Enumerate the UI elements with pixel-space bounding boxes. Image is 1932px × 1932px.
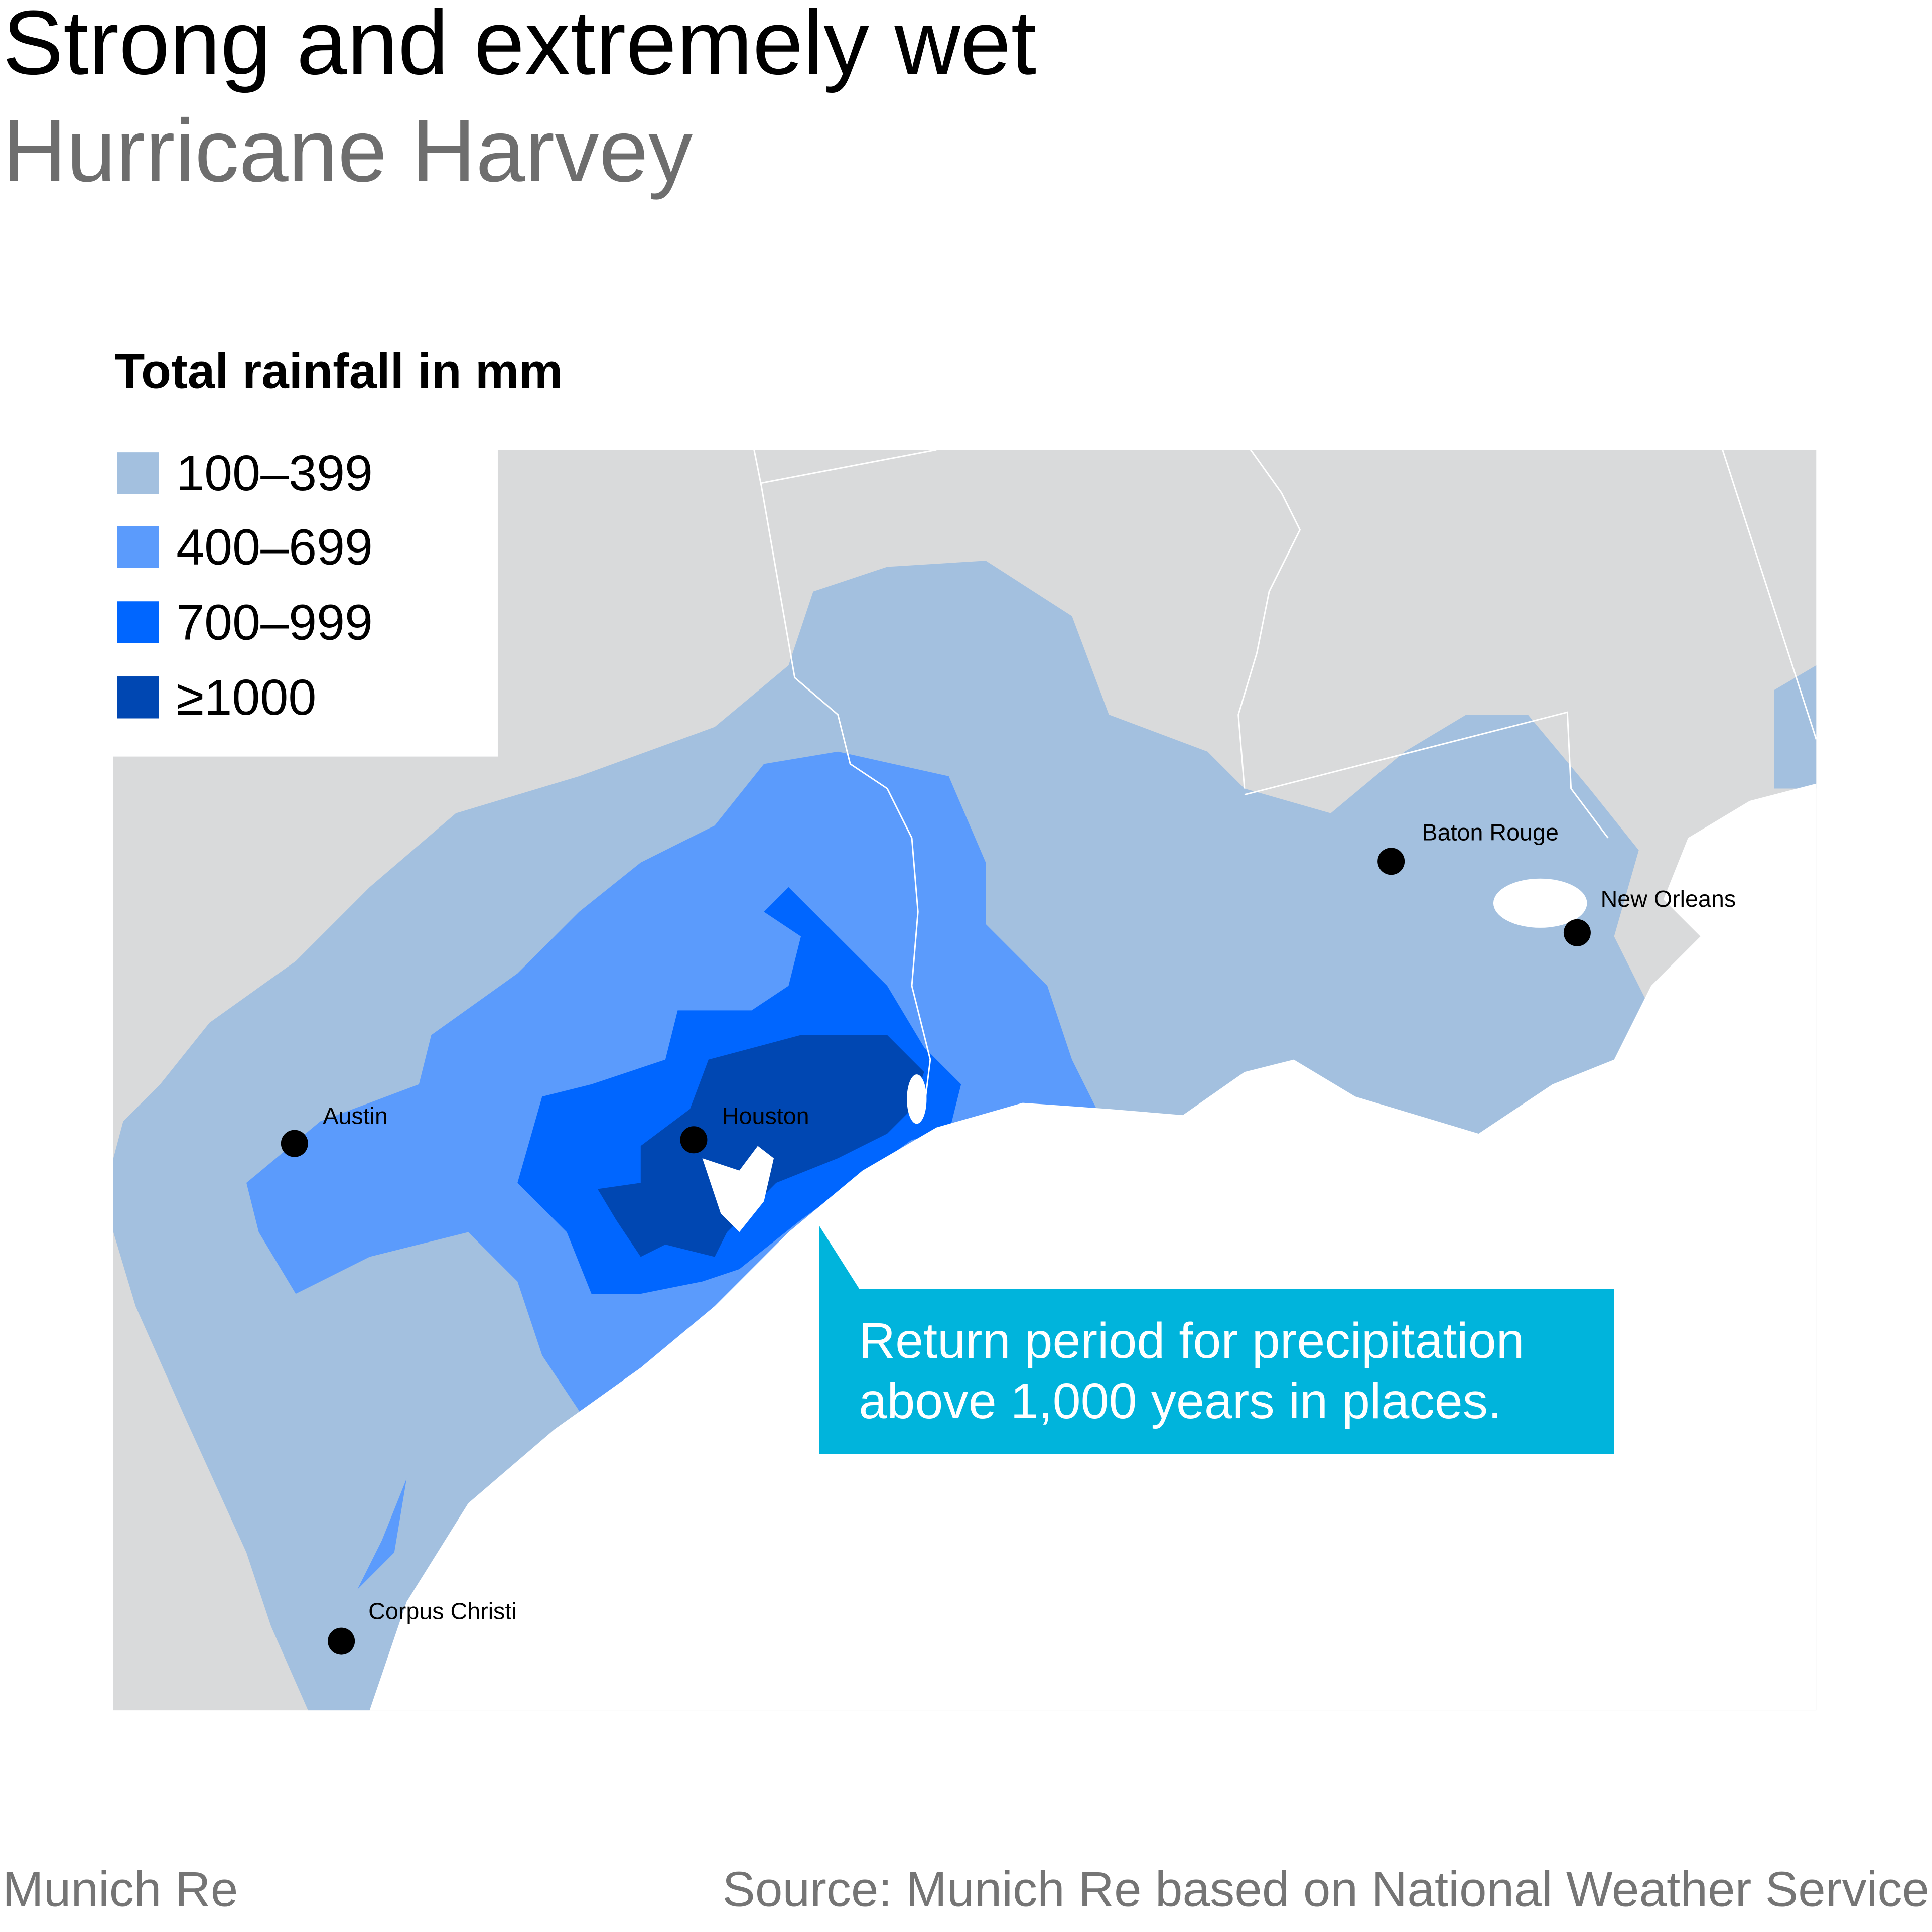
city-marker-new-orleans xyxy=(1563,919,1591,946)
legend-item: 700–999 xyxy=(117,593,373,650)
state-border-texas-louisiana xyxy=(753,449,931,1110)
city-marker-austin xyxy=(281,1130,308,1157)
legend-swatch xyxy=(117,452,159,494)
legend-swatch xyxy=(117,676,159,719)
rainfall-zone-1000-plus xyxy=(597,1035,924,1257)
sabine-lake xyxy=(907,1074,927,1124)
city-label-houston: Houston xyxy=(722,1104,809,1130)
rainfall-zone-100-399-east xyxy=(1774,665,1817,789)
legend-label: ≥1000 xyxy=(176,668,317,726)
city-label-corpus-christi: Corpus Christi xyxy=(368,1599,517,1625)
legend-item: 400–699 xyxy=(117,518,373,575)
footer-brand: Munich Re xyxy=(2,1863,238,1917)
state-border-oklahoma xyxy=(761,449,937,484)
galveston-bay xyxy=(702,1146,774,1232)
page-subtitle: Hurricane Harvey xyxy=(2,102,693,201)
legend-label: 400–699 xyxy=(176,518,373,575)
footer-source: Source: Munich Re based on National Weat… xyxy=(722,1863,1930,1917)
gulf-of-mexico xyxy=(369,783,1817,1711)
callout-box xyxy=(819,1289,1614,1454)
legend-item: 100–399 xyxy=(117,444,373,501)
lake-pontchartrain xyxy=(1493,878,1587,928)
rainfall-zone-400-699-south xyxy=(357,1478,407,1590)
legend-item: ≥1000 xyxy=(117,668,316,725)
legend-title: Total rainfall in mm xyxy=(114,345,563,399)
state-border-mississippi-alabama xyxy=(1722,449,1817,740)
legend-swatch xyxy=(117,526,159,568)
city-label-new-orleans: New Orleans xyxy=(1600,887,1736,913)
city-marker-houston xyxy=(680,1126,708,1154)
legend-label: 700–999 xyxy=(176,593,373,650)
legend-label: 100–399 xyxy=(176,444,373,501)
callout-pointer xyxy=(819,1226,860,1290)
state-border-arkansas-louisiana xyxy=(1237,449,1301,789)
city-marker-baton-rouge xyxy=(1377,848,1405,875)
city-label-austin: Austin xyxy=(323,1104,388,1130)
legend-swatch xyxy=(117,601,159,643)
page-title: Strong and extremely wet xyxy=(2,0,1037,94)
callout-text: Return period for precipitation above 1,… xyxy=(859,1312,1525,1430)
state-border-louisiana-mississippi xyxy=(1244,711,1609,839)
city-label-baton-rouge: Baton Rouge xyxy=(1422,820,1559,847)
city-marker-corpus-christi xyxy=(328,1627,355,1655)
